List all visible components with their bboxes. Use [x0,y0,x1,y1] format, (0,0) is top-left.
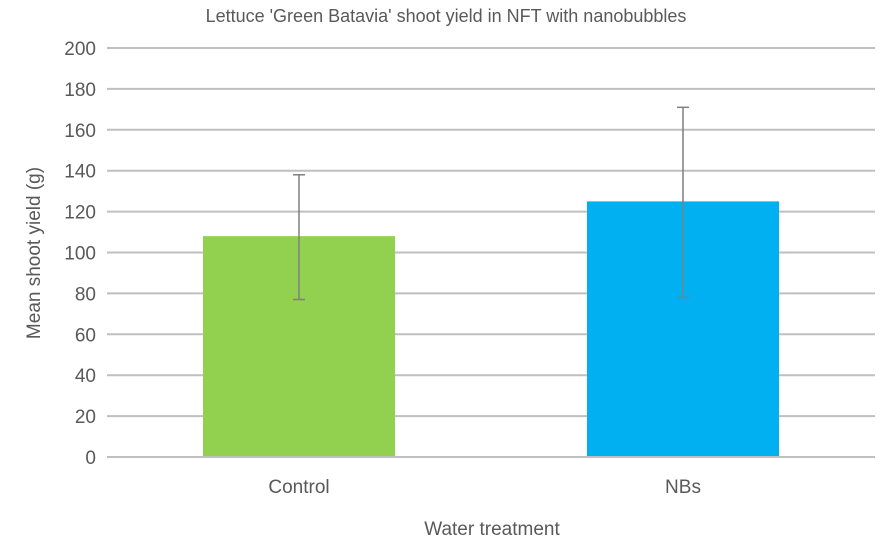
y-tick-label: 0 [85,448,96,469]
chart-title: Lettuce 'Green Batavia' shoot yield in N… [206,6,687,26]
y-tick-label: 20 [75,407,96,428]
x-axis-title: Water treatment [424,519,560,540]
y-tick-label: 180 [64,80,96,101]
x-tick-label: Control [268,477,329,498]
y-tick-label: 80 [75,284,96,305]
error-bar-control [293,174,305,301]
x-tick-label: NBs [665,477,701,498]
y-tick-label: 100 [64,244,96,265]
y-tick-label: 140 [64,162,96,183]
y-axis-ticks: 0 20 40 60 80 100 120 140 160 180 200 [64,39,96,469]
y-tick-label: 200 [64,39,96,60]
y-tick-label: 120 [64,203,96,224]
y-tick-label: 160 [64,121,96,142]
error-bars [293,106,689,301]
y-tick-label: 40 [75,366,96,387]
y-axis-title: Mean shoot yield (g) [24,167,45,339]
error-bar-nbs [677,106,689,299]
y-tick-label: 60 [75,325,96,346]
bars [203,201,779,457]
x-axis-ticks: Control NBs [268,477,701,498]
